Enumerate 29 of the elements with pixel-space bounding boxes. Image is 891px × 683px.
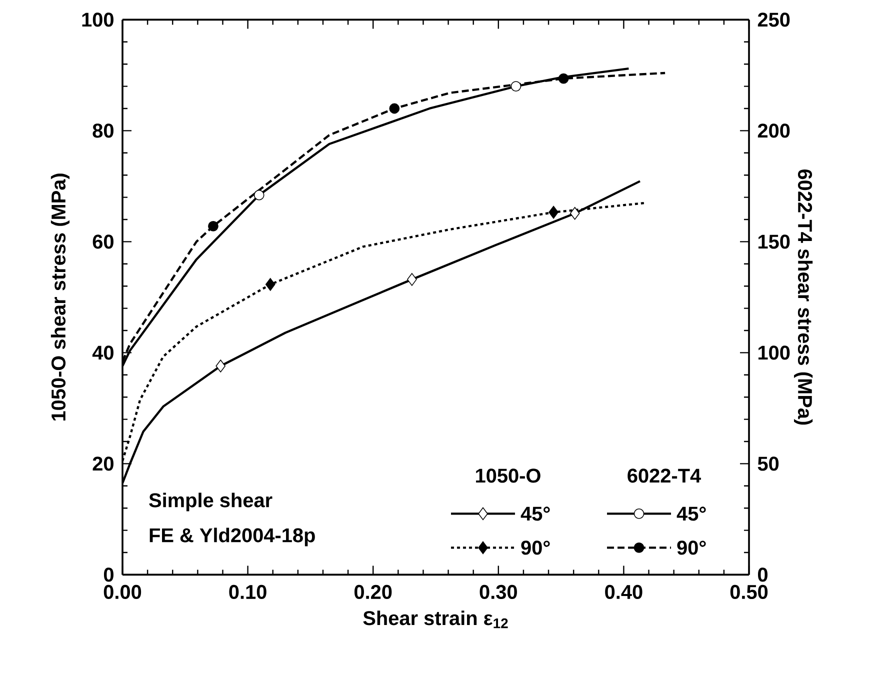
y-tick-label: 20 — [92, 456, 114, 471]
annotation: FE & Yld2004-18p — [150, 528, 315, 546]
x-tick-label: 0.50 — [730, 584, 768, 600]
legend-label: 45° — [520, 506, 550, 521]
y-tick-label: 80 — [92, 124, 114, 138]
y2-tick-label: 100 — [758, 346, 790, 360]
annotation: Simple shear — [149, 492, 272, 512]
y2-tick-label: 150 — [758, 234, 790, 249]
annotation: 1050-O — [476, 468, 540, 483]
x-tick-label: 0.10 — [229, 584, 266, 600]
x-tick-label: 0.30 — [480, 584, 517, 600]
y-tick-label: 100 — [82, 12, 114, 27]
y2-axis-title: 6022-T4 shear stress (MPa) — [794, 169, 813, 425]
y2-tick-label: 250 — [758, 12, 790, 27]
y-axis-title: 1050-O shear stress (MPa) — [50, 174, 70, 421]
y2-tick-label: 200 — [758, 124, 790, 138]
y-tick-label: 40 — [92, 346, 114, 360]
legend-label: 90° — [677, 540, 706, 555]
legend-label: 90° — [521, 540, 550, 555]
y-tick-label: 0 — [104, 568, 114, 582]
x-tick-label: 0.00 — [104, 584, 142, 600]
annotation: 6022-T4 — [628, 468, 701, 483]
y2-tick-label: 50 — [758, 456, 779, 471]
x-tick-label: 0.40 — [605, 584, 642, 600]
y2-tick-label: 0 — [758, 568, 768, 582]
legend-label: 45° — [676, 506, 706, 521]
x-axis-title: Shear strain ε$_{12}$ — [363, 610, 508, 628]
x-tick-label: 0.20 — [354, 584, 392, 600]
y-tick-label: 60 — [92, 234, 114, 249]
